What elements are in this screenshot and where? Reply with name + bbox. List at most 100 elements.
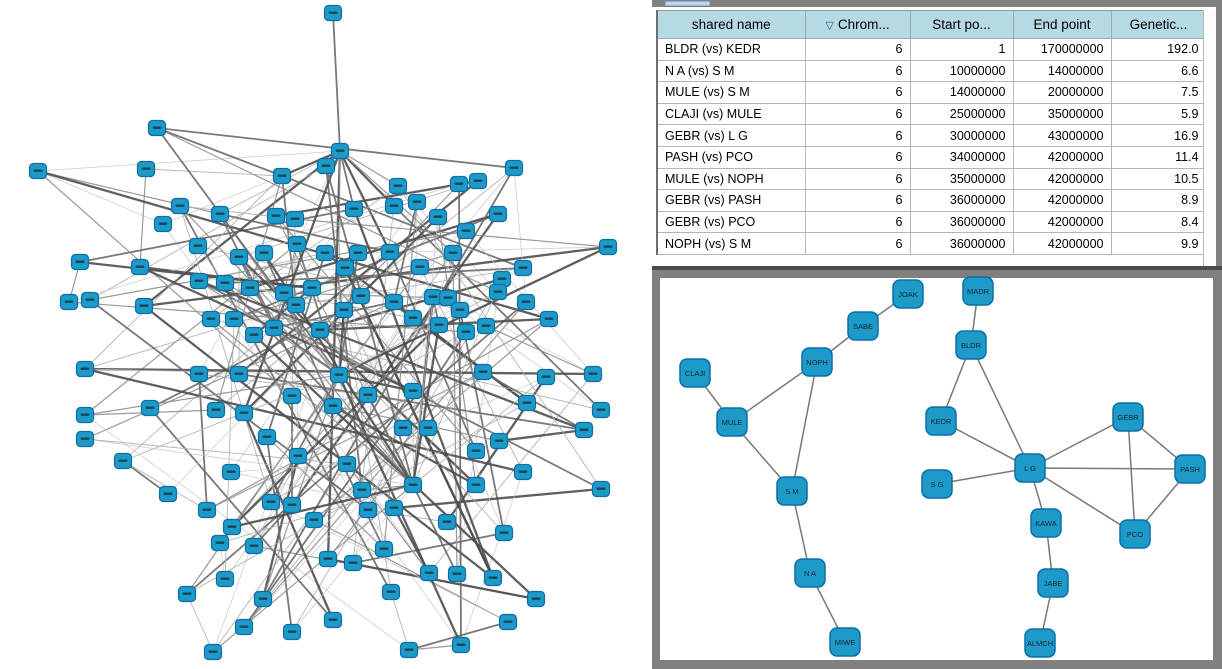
main-network-node[interactable] [147,119,167,137]
sub-network-node-s-m[interactable]: S M [776,476,808,506]
main-network-edge[interactable] [319,277,503,332]
main-network-node[interactable] [75,406,95,424]
main-network-node[interactable] [222,518,242,536]
main-network-edge[interactable] [198,373,208,511]
main-network-node[interactable] [304,511,324,529]
column-header-chrom[interactable]: ▽ Chrom... [804,10,911,39]
main-network-edge[interactable] [253,334,537,600]
table-cell[interactable]: 14000000 [1012,59,1112,83]
main-network-node[interactable] [516,293,536,311]
main-network-node[interactable] [323,397,343,415]
main-network-edge[interactable] [408,621,509,651]
main-network-node[interactable] [337,455,357,473]
main-network-edge[interactable] [295,267,524,306]
main-network-node[interactable] [221,463,241,481]
main-network-node[interactable] [410,258,430,276]
main-network-node[interactable] [188,237,208,255]
table-cell[interactable]: 42000000 [1012,210,1112,234]
sub-network-node-sabe[interactable]: SABE [847,311,879,341]
main-network-node[interactable] [348,244,368,262]
main-network-edge[interactable] [224,282,414,486]
main-network-node[interactable] [591,480,611,498]
table-cell[interactable]: 10.5 [1110,167,1207,191]
main-network-node[interactable] [272,167,292,185]
main-network-edge[interactable] [233,213,499,320]
main-network-node[interactable] [177,585,197,603]
main-network-node[interactable] [210,534,230,552]
main-network-edge[interactable] [360,295,414,392]
table-row[interactable]: GEBR (vs) L G 6 30000000 43000000 16.9 [656,124,1207,147]
table-row[interactable]: BLDR (vs) KEDR 6 1 170000000 192.0 [656,38,1207,61]
main-network-edge[interactable] [393,487,602,510]
table-cell[interactable]: 34000000 [909,145,1014,169]
main-network-node[interactable] [189,365,209,383]
main-network-edge[interactable] [412,296,434,486]
main-network-node[interactable] [189,272,209,290]
main-network-edge[interactable] [186,301,527,595]
table-cell[interactable]: 6 [804,102,911,126]
sub-network-edge[interactable] [970,344,1031,469]
table-cell[interactable]: 192.0 [1110,38,1207,61]
main-network-node[interactable] [201,310,221,328]
main-network-node[interactable] [403,382,423,400]
main-network-node[interactable] [598,238,618,256]
main-network-node[interactable] [158,485,178,503]
main-network-node[interactable] [136,160,156,178]
main-network-edge[interactable] [238,256,340,376]
main-network-node[interactable] [381,583,401,601]
main-network-node[interactable] [210,205,230,223]
main-network-edge[interactable] [249,212,499,290]
main-network-edge[interactable] [210,318,414,486]
main-network-canvas[interactable] [0,0,652,669]
table-cell[interactable]: 16.9 [1110,124,1207,147]
main-network-node[interactable] [407,193,427,211]
table-row[interactable]: GEBR (vs) PASH 6 36000000 42000000 8.9 [656,189,1207,212]
main-network-edge[interactable] [412,201,418,486]
main-network-node[interactable] [476,317,496,335]
sub-network-node-pash[interactable]: PASH [1174,454,1206,484]
table-row[interactable]: CLAJI (vs) MULE 6 25000000 35000000 5.9 [656,102,1207,126]
table-cell[interactable]: 14000000 [909,81,1014,104]
sub-network-edge[interactable] [791,361,818,492]
table-cell[interactable]: 6 [804,210,911,234]
main-network-edge[interactable] [296,243,340,376]
sub-network-node-miwe[interactable]: MIWE [829,627,861,657]
table-row[interactable]: N A (vs) S M 6 10000000 14000000 6.6 [656,59,1207,83]
main-network-node[interactable] [170,197,190,215]
main-network-edge[interactable] [339,150,399,187]
table-cell[interactable]: 11.4 [1110,145,1207,169]
main-network-edge[interactable] [337,309,346,376]
main-network-edge[interactable] [294,218,609,248]
main-network-node[interactable] [494,524,514,542]
main-network-node[interactable] [261,493,281,511]
main-network-node[interactable] [302,279,322,297]
table-cell[interactable]: 7.5 [1110,81,1207,104]
main-network-node[interactable] [282,387,302,405]
main-network-node[interactable] [393,419,413,437]
sub-network-node-mule[interactable]: MULE [716,407,748,437]
main-network-edge[interactable] [186,374,340,595]
main-network-node[interactable] [206,401,226,419]
main-network-node[interactable] [282,496,302,514]
table-cell[interactable]: 6.6 [1110,59,1207,83]
table-cell[interactable]: 6 [804,167,911,191]
table-cell[interactable]: 25000000 [909,102,1014,126]
main-network-edge[interactable] [89,165,327,301]
main-network-edge[interactable] [367,394,414,486]
main-network-node[interactable] [419,564,439,582]
main-network-node[interactable] [468,172,488,190]
sub-network-node-jabe[interactable]: JABE [1037,568,1069,598]
main-network-node[interactable] [274,284,294,302]
main-network-edge[interactable] [231,483,414,529]
table-cell[interactable]: 8.4 [1110,210,1207,234]
table-cell[interactable]: 35000000 [909,167,1014,191]
main-network-edge[interactable] [291,213,499,506]
column-header-start-po[interactable]: Start po... [909,10,1014,39]
main-network-node[interactable] [203,643,223,661]
main-network-edge[interactable] [338,291,499,376]
main-network-node[interactable] [286,296,306,314]
main-network-node[interactable] [466,442,486,460]
main-network-node[interactable] [257,428,277,446]
main-network-node[interactable] [310,321,330,339]
main-network-node[interactable] [451,636,471,654]
